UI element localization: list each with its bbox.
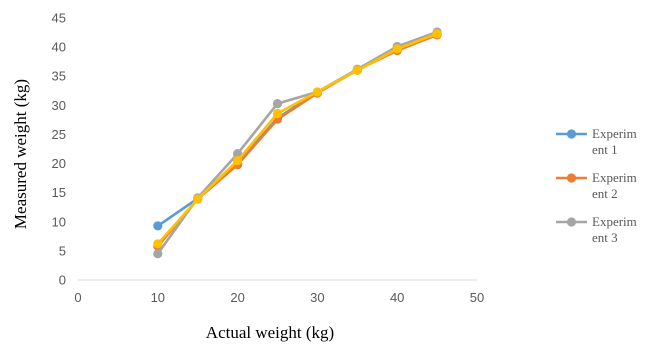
- series-4-line: [156, 32, 438, 245]
- x-tick-label: 0: [74, 290, 81, 305]
- legend-label: Experim ent 3: [592, 214, 637, 245]
- y-tick-label: 20: [52, 156, 66, 171]
- series-4-point: [432, 29, 442, 39]
- series-4-point: [193, 194, 203, 204]
- series-4-point: [233, 156, 243, 166]
- legend-label: Experim ent 2: [592, 170, 637, 201]
- series-2: [153, 30, 442, 251]
- legend-swatch-marker: [566, 217, 577, 227]
- series-3: [153, 27, 442, 259]
- y-tick-label: 35: [52, 69, 66, 84]
- legend-label-line: Experim: [592, 170, 637, 185]
- x-axis-title: Actual weight (kg): [206, 323, 334, 342]
- series-3-point: [153, 249, 163, 259]
- series-4-point: [352, 65, 362, 75]
- legend-label-line: ent 2: [592, 186, 618, 201]
- y-tick-label: 5: [59, 243, 66, 258]
- legend-item-3: Experim ent 3: [556, 214, 637, 245]
- y-axis-title: Measured weight (kg): [11, 79, 30, 229]
- y-tick-label: 15: [52, 185, 66, 200]
- legend-swatch-marker: [566, 173, 577, 183]
- x-tick-label: 30: [310, 290, 324, 305]
- y-tick-label: 10: [52, 214, 66, 229]
- series-4-point: [392, 44, 402, 54]
- series-2-line: [156, 33, 438, 248]
- series-4: [153, 29, 442, 249]
- series-1-point: [153, 221, 163, 231]
- series-3-point: [272, 98, 283, 109]
- legend-label-line: ent 3: [592, 230, 618, 245]
- series-group: [153, 27, 442, 259]
- legend-label-line: ent 1: [592, 142, 618, 157]
- legend-swatch-marker: [566, 129, 577, 139]
- y-tick-label: 40: [52, 40, 66, 55]
- series-4-point: [272, 108, 283, 119]
- x-tick-label: 40: [390, 290, 404, 305]
- axes: 0 10 20 30 40 50 0 5 10 15 20 25 30 35 40 45: [52, 11, 485, 306]
- legend-item-2: Experim ent 2: [556, 170, 637, 201]
- legend-label: Experim ent 1: [592, 126, 637, 157]
- series-4-point: [312, 87, 322, 97]
- y-tick-label: 30: [52, 98, 66, 113]
- y-tick-label: 45: [52, 11, 66, 26]
- legend-item-1: Experim ent 1: [556, 126, 637, 157]
- legend-label-line: Experim: [592, 214, 637, 229]
- x-tick-label: 50: [470, 290, 484, 305]
- x-tick-label: 20: [230, 290, 244, 305]
- y-tick-label: 0: [59, 273, 66, 288]
- x-tick-label: 10: [151, 290, 165, 305]
- series-4-point: [153, 239, 163, 249]
- series-3-line: [156, 30, 438, 255]
- y-tick-label: 25: [52, 127, 66, 142]
- legend-label-line: Experim: [592, 126, 637, 141]
